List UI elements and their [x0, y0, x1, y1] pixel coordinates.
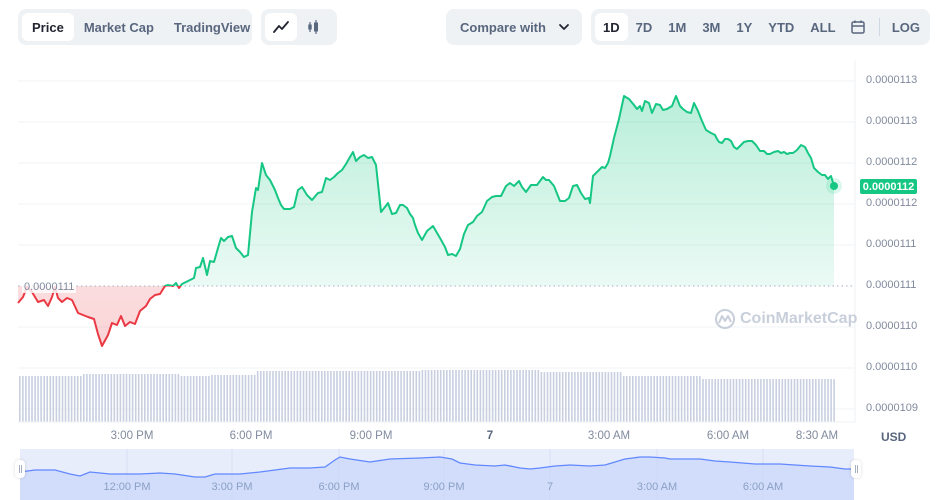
tab-tradingview[interactable]: TradingView: [173, 19, 251, 35]
navigator-right-handle[interactable]: [851, 460, 861, 478]
compare-with-label: Compare with: [460, 19, 546, 35]
navigator-area: [20, 457, 854, 500]
log-scale-toggle[interactable]: LOG: [891, 19, 920, 35]
y-tick: 0.0000112: [866, 156, 918, 168]
x-tick: 9:00 PM: [349, 430, 393, 442]
range-1d[interactable]: 1D: [595, 13, 628, 41]
price-area-up: [18, 96, 834, 286]
time-range-selector: 1D 7D 1M 3M 1Y YTD ALL LOG: [591, 9, 930, 45]
watermark-text: CoinMarketCap: [740, 310, 858, 327]
y-tick: 0.0000110: [866, 320, 918, 332]
chevron-down-icon: [559, 24, 569, 30]
candlestick-button[interactable]: [297, 13, 329, 41]
current-price-dot: [830, 182, 838, 190]
y-tick: 0.0000110: [866, 361, 918, 373]
price-area-down: [18, 286, 834, 346]
x-tick: 6:00 PM: [229, 430, 273, 442]
y-tick: 0.0000113: [866, 115, 918, 127]
compare-with-dropdown[interactable]: Compare with: [446, 9, 582, 45]
x-tick: 6:00 AM: [706, 430, 750, 442]
range-1y[interactable]: 1Y: [736, 19, 753, 35]
range-7d[interactable]: 7D: [635, 19, 653, 35]
y-tick: 0.0000111: [866, 238, 917, 250]
navigator-tick: 9:00 PM: [423, 481, 465, 493]
date-range-button[interactable]: [844, 13, 873, 41]
reference-price-label: 0.0000111: [22, 281, 77, 293]
coinmarketcap-logo-icon: [715, 309, 735, 329]
range-1m[interactable]: 1M: [668, 19, 687, 35]
range-ytd[interactable]: YTD: [768, 19, 795, 35]
toolbar-divider: [878, 18, 880, 36]
x-tick: 3:00 PM: [110, 430, 154, 442]
tab-market-cap[interactable]: Market Cap: [83, 19, 154, 35]
currency-label: USD: [881, 430, 907, 444]
x-tick: 3:00 AM: [587, 430, 631, 442]
x-tick: 8:30 AM: [795, 430, 839, 442]
chart-type-tabs: Price Market Cap TradingView: [18, 9, 252, 45]
line-chart-button[interactable]: [265, 13, 297, 41]
price-line-up: [27, 95, 835, 286]
y-tick: 0.0000113: [866, 74, 918, 86]
y-tick: 0.0000112: [866, 197, 918, 209]
chart-view-toggle: [261, 9, 337, 45]
tab-price[interactable]: Price: [22, 13, 74, 41]
current-price-label: 0.0000112: [860, 179, 917, 194]
navigator-tick: 7: [546, 481, 554, 493]
candlestick-icon: [308, 20, 318, 34]
navigator-tick: 12:00 PM: [103, 481, 151, 493]
y-tick: 0.0000111: [866, 279, 917, 291]
y-tick: 0.0000109: [866, 402, 918, 414]
line-chart-icon: [273, 21, 289, 33]
navigator-line: [19, 456, 854, 478]
navigator-tick: 6:00 PM: [318, 481, 360, 493]
navigator-tick: 3:00 PM: [211, 481, 253, 493]
coinmarketcap-watermark: CoinMarketCap: [714, 308, 857, 330]
navigator-left-handle[interactable]: [15, 460, 25, 478]
x-tick: 7: [486, 430, 494, 442]
range-3m[interactable]: 3M: [702, 19, 721, 35]
calendar-icon: [851, 20, 865, 34]
volume-bars: [19, 370, 835, 422]
range-all[interactable]: ALL: [810, 19, 836, 35]
navigator-tick: 3:00 AM: [636, 481, 678, 493]
price-line-down: [17, 286, 182, 347]
navigator-tick: 6:00 AM: [742, 481, 784, 493]
